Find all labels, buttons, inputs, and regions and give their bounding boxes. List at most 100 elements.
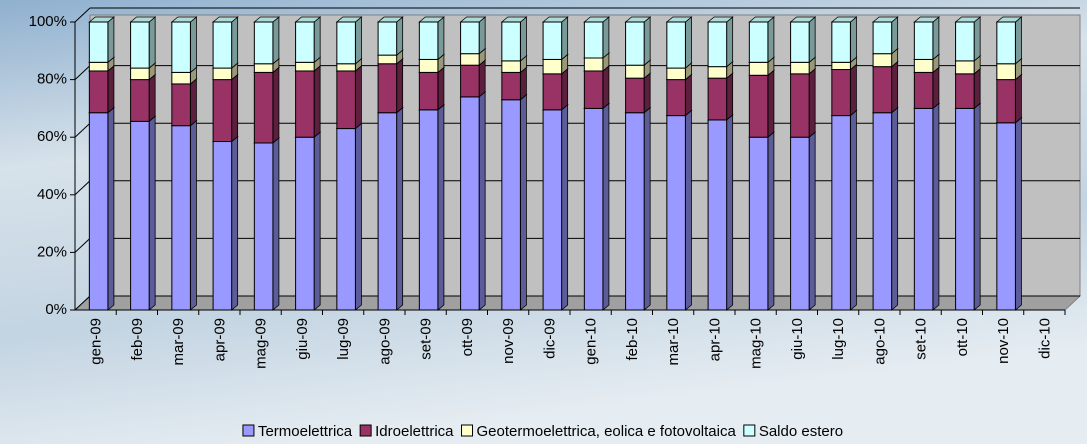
bar-depth <box>685 75 691 116</box>
bar-depth <box>355 66 361 129</box>
bar <box>997 22 1016 64</box>
bar <box>337 64 356 71</box>
bar-depth <box>438 67 444 109</box>
bar-depth <box>520 95 526 310</box>
bar <box>626 22 645 65</box>
x-tick-label: apr-09 <box>211 318 228 361</box>
bar-depth <box>397 108 403 310</box>
bar <box>337 71 356 129</box>
bar-depth <box>933 67 939 108</box>
bar <box>172 126 191 310</box>
bar <box>626 78 645 113</box>
bar-depth <box>809 132 815 310</box>
bar <box>956 108 975 310</box>
bar-depth <box>314 66 320 137</box>
y-tick-label: 80% <box>37 71 67 88</box>
bar <box>997 64 1016 80</box>
bar <box>956 74 975 109</box>
x-tick-label: nov-09 <box>500 318 517 364</box>
bar-depth <box>933 103 939 310</box>
bar-depth <box>727 73 733 120</box>
bar-depth <box>892 62 898 113</box>
bar <box>213 142 232 310</box>
bar <box>131 68 150 80</box>
bar-depth <box>974 103 980 310</box>
bar <box>89 71 108 113</box>
bar <box>873 67 892 113</box>
bar-depth <box>685 17 691 68</box>
legend-swatch <box>360 425 371 436</box>
bar <box>419 59 438 72</box>
bar-depth <box>438 17 444 59</box>
bar <box>502 72 521 99</box>
legend-label: Idroelettrica <box>375 423 454 440</box>
x-tick-label: mar-09 <box>170 318 187 366</box>
x-tick-label: gen-09 <box>88 318 105 365</box>
bar-depth <box>562 69 568 110</box>
bar <box>997 123 1016 310</box>
bar <box>172 84 191 126</box>
bar <box>419 72 438 109</box>
bar-depth <box>314 17 320 62</box>
bar-depth <box>520 17 526 61</box>
bar <box>131 80 150 122</box>
bar-depth <box>850 111 856 310</box>
bar <box>749 62 768 75</box>
bar-depth <box>809 17 815 62</box>
bar <box>461 97 480 310</box>
bar-depth <box>727 115 733 310</box>
bar-depth <box>603 103 609 310</box>
bar <box>502 61 521 73</box>
bar <box>172 72 191 84</box>
bar <box>749 137 768 310</box>
bar <box>254 64 273 73</box>
bar-depth <box>149 116 155 310</box>
bar-depth <box>479 17 485 54</box>
bar <box>667 80 686 116</box>
bar <box>791 62 810 74</box>
bar-depth <box>273 138 279 310</box>
bar-depth <box>232 17 238 68</box>
bar-depth <box>768 17 774 62</box>
bar-depth <box>727 17 733 67</box>
bar <box>543 110 562 310</box>
bar <box>89 62 108 71</box>
x-tick-label: apr-10 <box>706 318 723 361</box>
bar <box>997 80 1016 123</box>
bar <box>213 22 232 68</box>
bar <box>873 113 892 310</box>
bar <box>419 22 438 59</box>
bar <box>543 22 562 59</box>
x-tick-label: set-10 <box>913 318 930 360</box>
bar <box>791 74 810 137</box>
x-tick-label: mag-09 <box>253 318 270 369</box>
bar-depth <box>314 132 320 310</box>
bar <box>543 59 562 73</box>
bar <box>378 55 397 64</box>
bar <box>791 22 810 62</box>
x-tick-label: ott-09 <box>459 318 476 356</box>
bar-depth <box>273 17 279 64</box>
x-tick-label: dic-09 <box>541 318 558 359</box>
bar <box>254 22 273 64</box>
bar-depth <box>108 17 114 62</box>
legend-swatch <box>462 425 473 436</box>
bar <box>626 113 645 310</box>
x-tick-label: mag-10 <box>748 318 765 369</box>
bar <box>254 72 273 143</box>
bar-depth <box>190 17 196 72</box>
bar <box>667 68 686 80</box>
bar <box>584 22 603 58</box>
bar-depth <box>273 67 279 143</box>
bar-depth <box>149 75 155 122</box>
bar <box>131 121 150 310</box>
bar-depth <box>974 17 980 61</box>
y-tick-label: 0% <box>45 301 67 318</box>
bar-depth <box>562 105 568 310</box>
bar <box>708 78 727 120</box>
bar <box>172 22 191 72</box>
bar <box>296 71 315 137</box>
bar-depth <box>850 17 856 62</box>
x-tick-label: ago-09 <box>376 318 393 365</box>
bar <box>749 22 768 62</box>
